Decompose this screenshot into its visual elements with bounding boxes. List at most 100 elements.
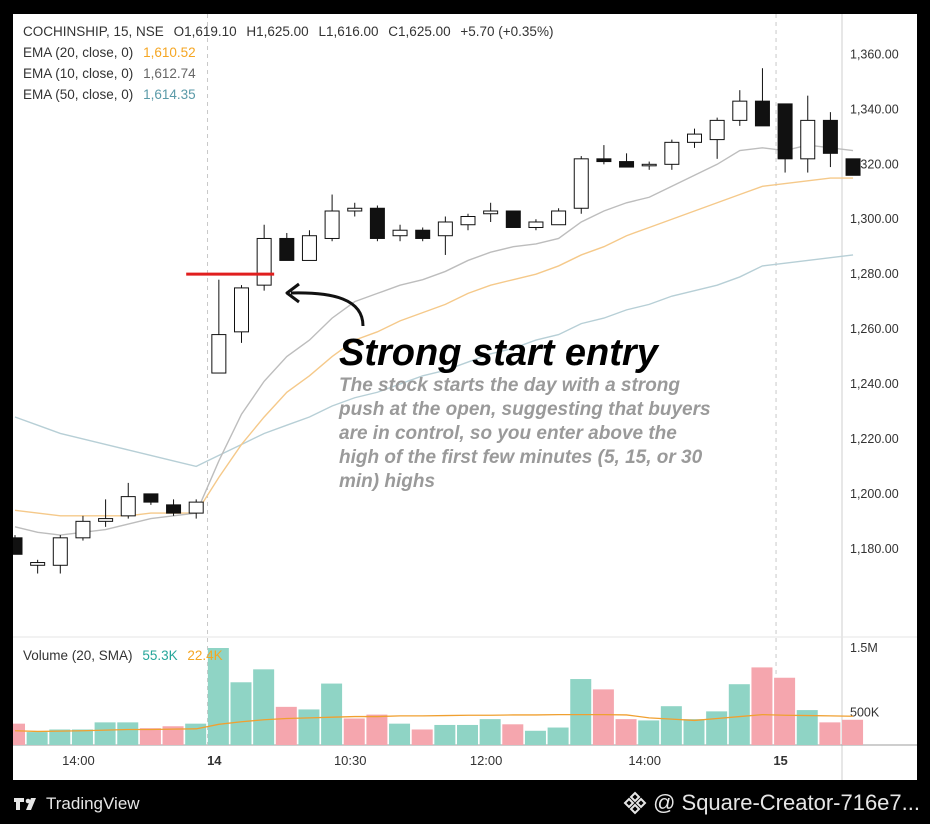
- volume-bar: [706, 711, 728, 745]
- candle-body: [732, 100, 748, 121]
- volume-bar: [457, 724, 478, 745]
- candle-body: [234, 287, 249, 333]
- candle-body: [619, 161, 635, 168]
- volume-bar: [117, 722, 139, 745]
- indicator-value: 1,610.52: [143, 45, 196, 60]
- volume-bar: [683, 719, 705, 745]
- volume-bar: [660, 706, 682, 745]
- chart-frame: 1,360.00 1,340.00 1,320.00 1,300.00 1,280.00…: [4, 14, 917, 780]
- annotation-arrow-head: [285, 282, 300, 304]
- indicator-ema10[interactable]: EMA (10, close, 0) 1,612.74: [23, 66, 202, 81]
- candle-body: [664, 141, 680, 165]
- indicator-value: 1,614.35: [143, 87, 196, 102]
- candle-body: [52, 537, 68, 566]
- tradingview-logo[interactable]: TradingView: [14, 794, 140, 814]
- high-value: H1,625.00: [246, 24, 309, 39]
- volume-label: Volume (20, SMA): [23, 648, 133, 663]
- volume-bar: [321, 683, 343, 745]
- candle-body: [483, 210, 499, 215]
- volume-bar: [751, 667, 773, 745]
- volume-value-1: 55.3K: [142, 648, 178, 663]
- candle-body: [324, 210, 340, 239]
- volume-tick-label: 1.5M: [850, 641, 878, 655]
- ohlc-legend: COCHINSHIP, 15, NSE O1,619.10 H1,625.00 …: [23, 24, 559, 39]
- change-value: +5.70 (+0.35%): [460, 24, 554, 39]
- volume-bar: [434, 724, 456, 745]
- ema10-line: [14, 144, 854, 536]
- candle-body: [800, 119, 816, 160]
- indicator-ema20[interactable]: EMA (20, close, 0) 1,610.52: [23, 45, 202, 60]
- symbol-label[interactable]: COCHINSHIP, 15, NSE: [23, 24, 164, 39]
- annotation-title: Strong start entry: [339, 332, 658, 374]
- brand-label: TradingView: [46, 794, 140, 813]
- volume-bar: [592, 689, 614, 745]
- volume-bar: [343, 718, 365, 745]
- candle-body: [188, 501, 204, 514]
- credit-label: @ Square-Creator-716e7...: [653, 790, 920, 815]
- x-tick-label: 15: [773, 753, 787, 768]
- indicator-ema50[interactable]: EMA (50, close, 0) 1,614.35: [23, 87, 202, 102]
- volume-bar: [774, 677, 796, 745]
- y-tick-label: 1,300.00: [850, 212, 899, 226]
- candle-body: [7, 537, 23, 555]
- candle-body: [347, 207, 363, 212]
- y-tick-label: 1,220.00: [850, 432, 899, 446]
- candle-body: [166, 504, 182, 514]
- volume-bar: [411, 729, 433, 745]
- volume-bar: [366, 714, 388, 745]
- volume-bar: [842, 719, 864, 745]
- candle-body: [211, 334, 227, 374]
- x-tick-label: 14:00: [62, 753, 95, 768]
- volume-bar: [389, 723, 411, 745]
- y-tick-label: 1,260.00: [850, 322, 899, 336]
- indicator-label: EMA (10, close, 0): [23, 66, 134, 81]
- volume-bar: [4, 723, 25, 745]
- y-tick-label: 1,340.00: [850, 102, 899, 116]
- y-tick-label: 1,200.00: [850, 487, 899, 501]
- volume-bar: [49, 729, 71, 745]
- volume-bar: [71, 729, 93, 745]
- candle-body: [709, 119, 725, 141]
- volume-bar: [547, 727, 569, 745]
- volume-bar: [728, 684, 750, 745]
- candle-body: [505, 210, 521, 228]
- indicator-value: 1,612.74: [143, 66, 196, 81]
- open-value: O1,619.10: [173, 24, 237, 39]
- x-tick-label: 14: [207, 753, 222, 768]
- volume-bar: [479, 719, 501, 745]
- candle-body: [528, 221, 544, 228]
- y-tick-label: 1,180.00: [850, 542, 899, 556]
- x-tick-label: 10:30: [334, 753, 367, 768]
- candle-body: [98, 518, 114, 522]
- candle-body: [551, 210, 567, 226]
- creator-credit: @ Square-Creator-716e7...: [623, 790, 920, 816]
- candle-body: [256, 237, 272, 286]
- candle-body: [301, 235, 317, 261]
- indicator-label: EMA (50, close, 0): [23, 87, 134, 102]
- volume-bar: [230, 682, 252, 745]
- y-tick-label: 1,240.00: [850, 377, 899, 391]
- candle-body: [143, 493, 159, 503]
- x-tick-label: 12:00: [470, 753, 503, 768]
- candle-body: [392, 229, 408, 237]
- volume-bar: [162, 726, 184, 745]
- y-tick-label: 1,320.00: [850, 157, 899, 171]
- candle-body: [754, 100, 770, 127]
- annotation-body: The stock starts the day with a strong p…: [339, 375, 711, 492]
- ema50-line: [14, 254, 854, 468]
- volume-bar: [139, 728, 161, 745]
- ema20-line: [14, 177, 854, 517]
- candle-body: [75, 520, 91, 539]
- volume-bar: [26, 732, 48, 745]
- chart-canvas[interactable]: 1,360.00 1,340.00 1,320.00 1,300.00 1,280.00…: [4, 14, 917, 780]
- binance-icon: [623, 791, 647, 815]
- volume-value-2: 22.4K: [187, 648, 223, 663]
- volume-tick-label: 500K: [850, 706, 880, 720]
- volume-legend[interactable]: Volume (20, SMA) 55.3K 22.4K: [23, 648, 229, 663]
- candle-body: [573, 158, 589, 209]
- indicator-label: EMA (20, close, 0): [23, 45, 134, 60]
- y-tick-label: 1,280.00: [850, 267, 899, 281]
- candle-body: [120, 496, 136, 517]
- candle-body: [641, 163, 657, 167]
- volume-bar: [819, 722, 841, 745]
